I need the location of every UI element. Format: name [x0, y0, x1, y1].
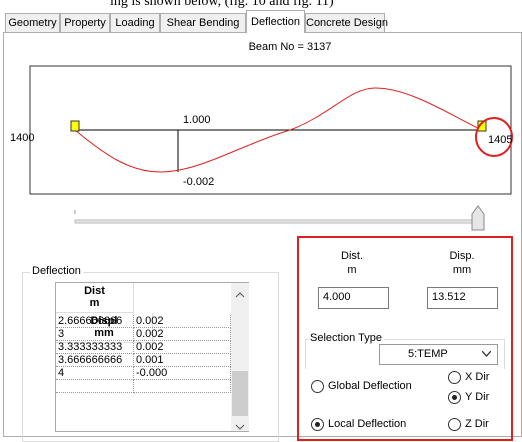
field-input[interactable]: 13.512 — [427, 287, 498, 309]
table-cell: 3.666666666 — [56, 354, 134, 367]
deflection-table: Dist m Displ mm 2.666666666 0.002 3 0.002 3.3333… — [55, 282, 249, 432]
table-cell: 0.002 — [134, 328, 231, 341]
radio-button[interactable] — [448, 371, 461, 384]
selection-value: 5:TEMP — [408, 348, 448, 360]
tab[interactable]: Property — [60, 13, 110, 32]
table-cell: 0.002 — [134, 341, 231, 354]
column-unit: mm — [94, 327, 114, 339]
field-input[interactable]: 4.000 — [318, 287, 389, 309]
position-label: 1.000 — [183, 114, 211, 126]
dropdown-arrow — [482, 351, 491, 357]
scrollbar-graphic — [232, 292, 248, 430]
column-header: Dist m — [56, 283, 134, 313]
column-label: Displ — [90, 315, 118, 327]
beam-label: Beam No = 3137 — [248, 41, 332, 53]
tab[interactable]: Concrete Design — [305, 13, 388, 32]
table-cell: 0.002 — [134, 315, 231, 328]
end-node-marker — [477, 120, 487, 132]
selection-title: Selection Type — [308, 332, 384, 344]
radio-label[interactable]: Y Dir — [465, 391, 490, 403]
table-cell: 0.001 — [134, 354, 231, 367]
table-cell: 3 — [56, 328, 134, 341]
radio-label[interactable]: Z Dir — [465, 418, 489, 430]
radio-button[interactable] — [311, 380, 324, 393]
column-unit: m — [89, 297, 100, 309]
tab[interactable]: Loading — [110, 13, 160, 32]
deflection-label: -0.002 — [183, 176, 214, 188]
radio-label[interactable]: X Dir — [465, 371, 490, 383]
radio-button[interactable] — [448, 391, 461, 404]
group-title: Deflection — [30, 265, 83, 277]
table-cell: 4 — [56, 367, 134, 380]
empty-cell — [56, 380, 134, 393]
end-node-label: 1405 — [488, 134, 512, 146]
column-header: Displ mm — [56, 313, 153, 343]
column-label: Dist — [84, 285, 105, 297]
selection-group — [305, 339, 505, 369]
radio-label[interactable]: Local Deflection — [328, 418, 407, 430]
slider-track — [74, 219, 481, 224]
selection-dropdown[interactable]: 5:TEMP — [379, 344, 498, 365]
scrollbar[interactable] — [231, 283, 249, 431]
radio-button[interactable] — [448, 418, 461, 431]
start-node-label: 1400 — [10, 132, 34, 144]
field-unit: mm — [452, 264, 472, 276]
table-cell: 2.666666666 — [56, 315, 134, 328]
tab[interactable]: Shear Bending — [160, 13, 246, 32]
start-node-marker — [70, 120, 80, 132]
table-cell: -0.000 — [134, 367, 231, 380]
radio-button[interactable] — [311, 418, 324, 431]
caption: ing is shown below, (fig. 10 and fig. 11… — [110, 0, 334, 9]
diagram: 1400 1405 1.000 -0.002 — [10, 65, 513, 195]
empty-cell — [134, 380, 231, 393]
tab[interactable]: Geometry — [5, 13, 60, 32]
slider-thumb[interactable] — [471, 205, 485, 231]
deflection-curve — [74, 87, 483, 173]
tab[interactable]: Deflection — [246, 10, 305, 33]
slider[interactable] — [0, 200, 522, 236]
field-label: Dist. — [341, 250, 363, 262]
field-label: Disp. — [449, 250, 475, 262]
field-unit: m — [347, 264, 357, 276]
table-cell: 3.333333333 — [56, 341, 134, 354]
highlight-circle — [475, 117, 513, 157]
radio-label[interactable]: Global Deflection — [328, 380, 412, 392]
